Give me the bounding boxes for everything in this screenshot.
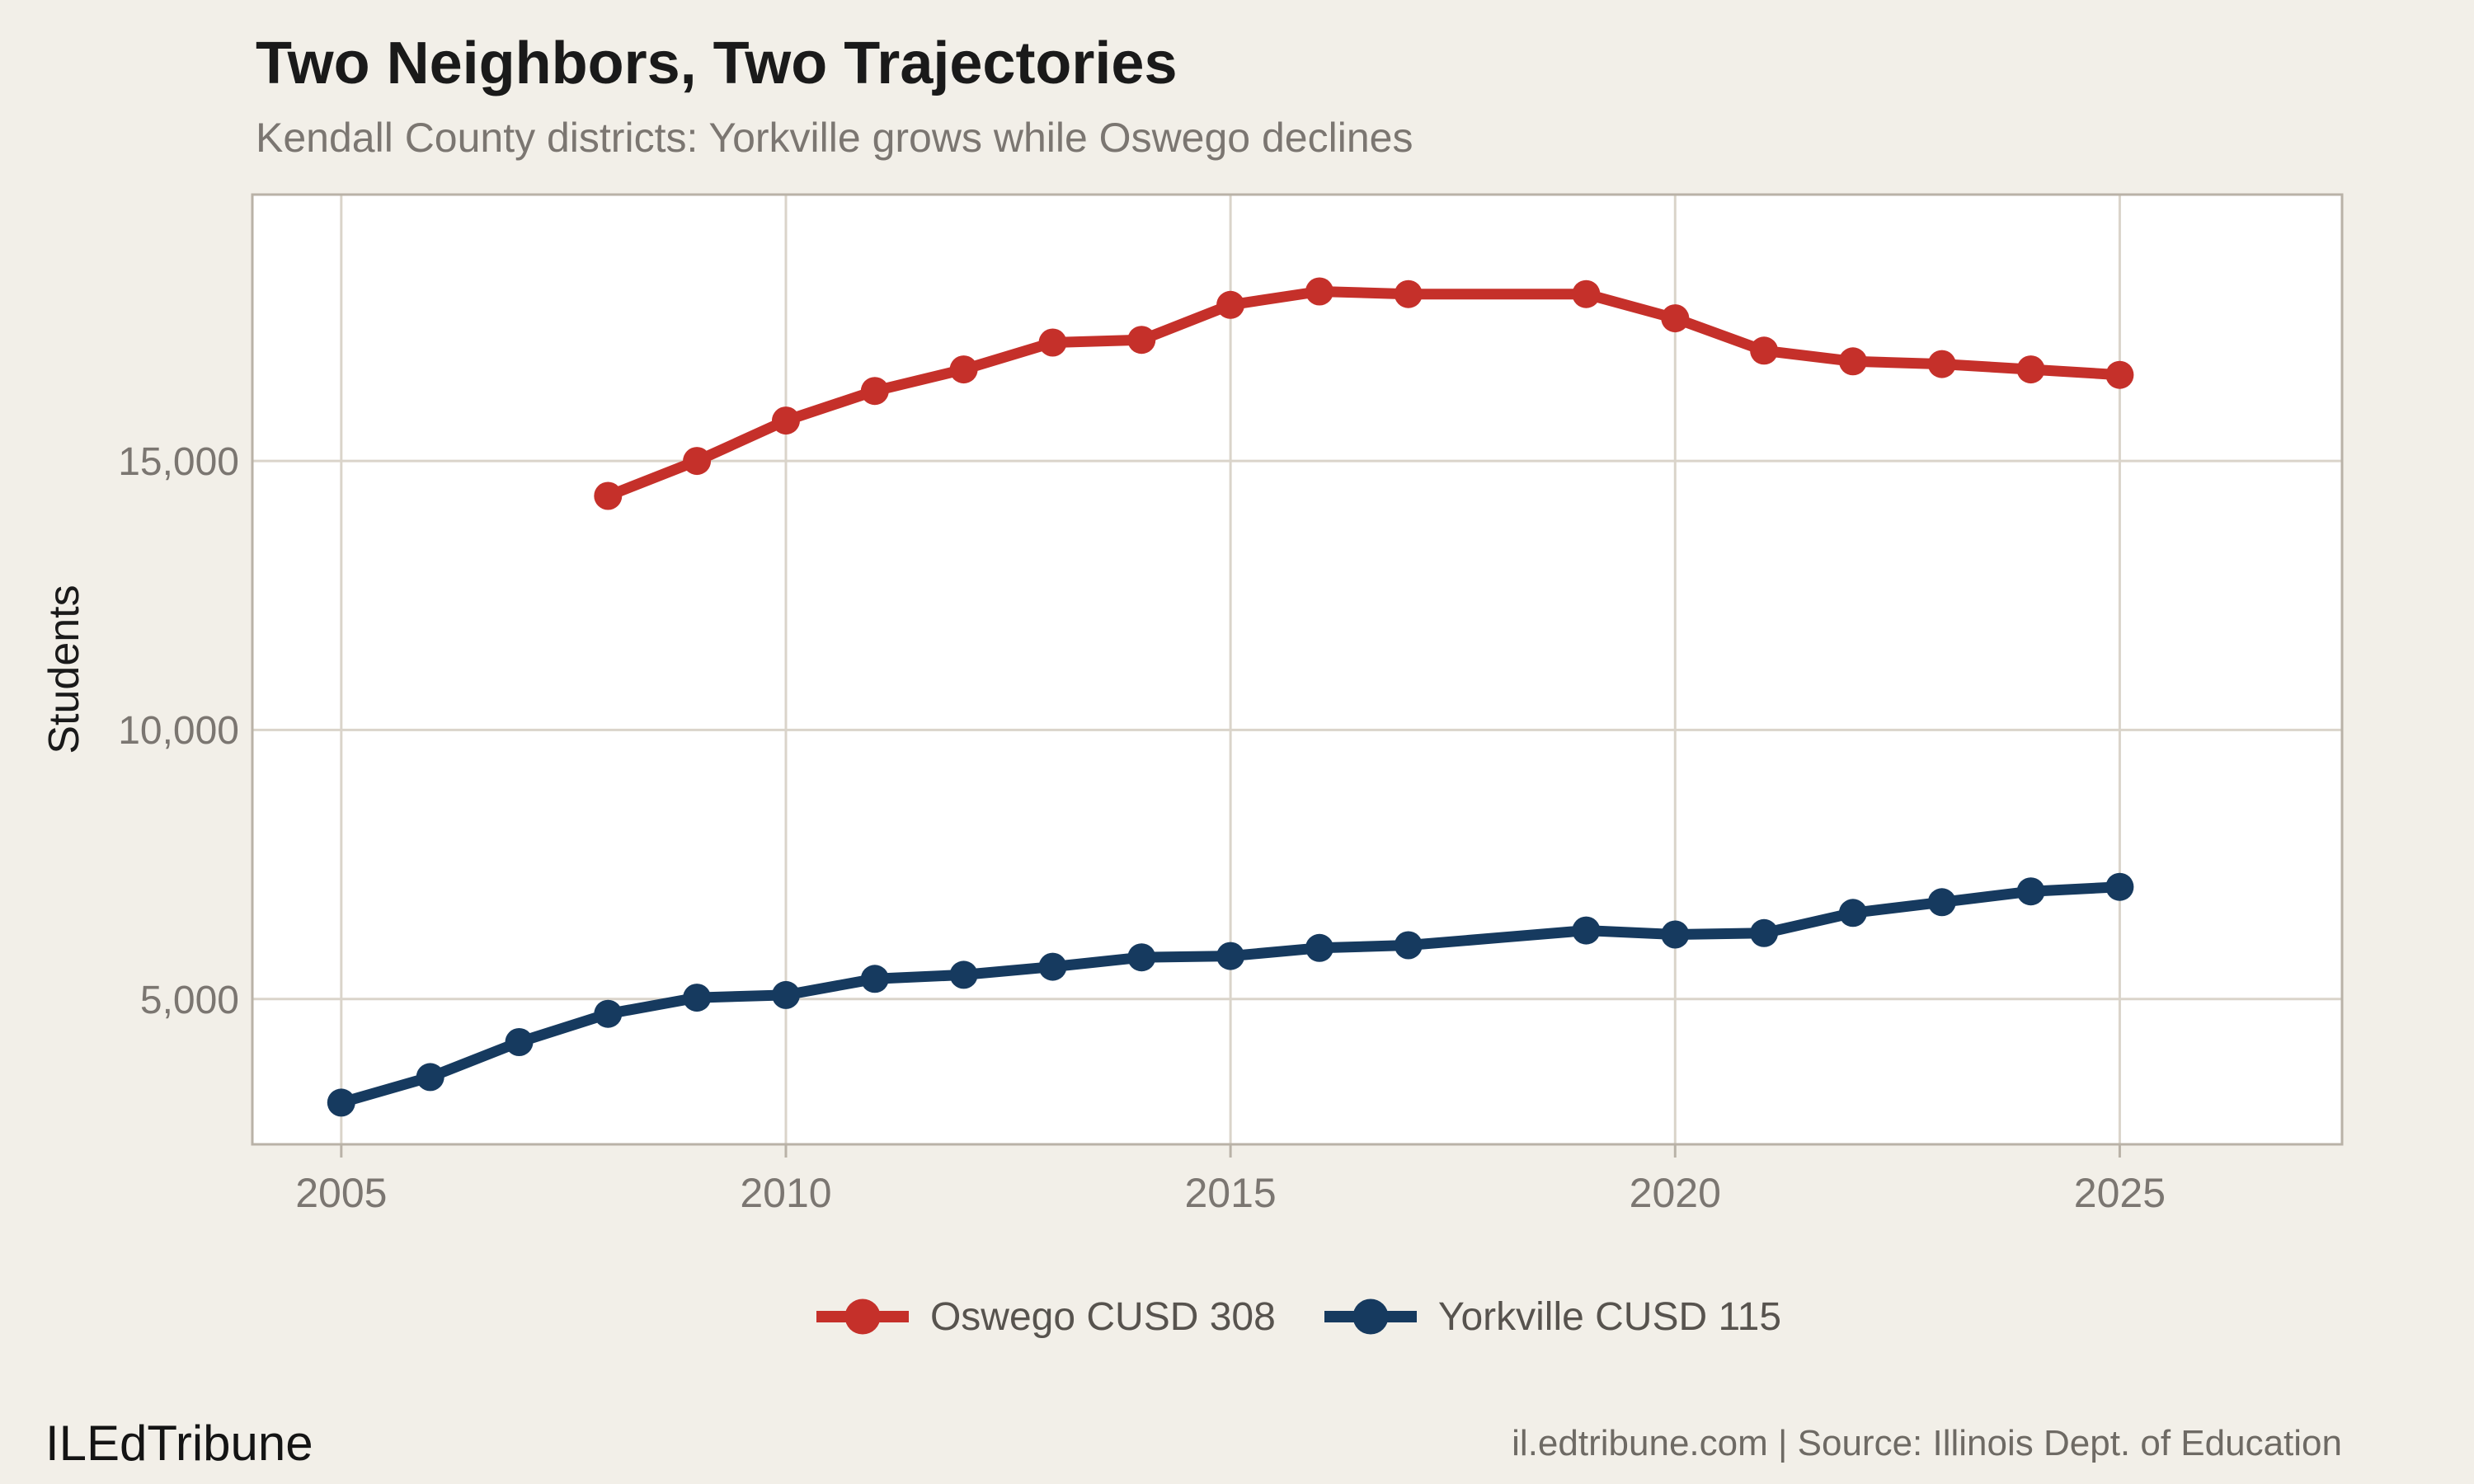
chart-title: Two Neighbors, Two Trajectories: [256, 31, 1178, 96]
legend-label: Yorkville CUSD 115: [1437, 1294, 1782, 1339]
data-point-marker: [1572, 279, 1601, 308]
data-point-marker: [1038, 328, 1067, 357]
x-tick-label: 2015: [1184, 1170, 1277, 1216]
data-point-marker: [327, 1088, 355, 1117]
data-point-marker: [1661, 304, 1690, 333]
data-point-marker: [683, 984, 712, 1012]
data-point-marker: [2105, 360, 2134, 389]
line-chart: [251, 193, 2344, 1158]
legend-item-oswego: Oswego CUSD 308: [813, 1288, 1276, 1345]
panel-background: [252, 195, 2342, 1144]
data-point-marker: [1394, 279, 1423, 308]
data-point-marker: [2016, 877, 2045, 906]
data-point-marker: [1661, 920, 1690, 949]
legend-label: Oswego CUSD 308: [929, 1294, 1276, 1339]
data-point-marker: [1305, 277, 1333, 306]
data-point-marker: [1927, 350, 1956, 378]
data-point-marker: [860, 377, 889, 406]
data-point-marker: [2016, 355, 2045, 384]
data-point-marker: [1838, 899, 1867, 928]
data-point-marker: [1127, 943, 1156, 972]
series-line: [336, 881, 2125, 1108]
data-point-marker: [860, 965, 889, 993]
data-point-marker: [1216, 290, 1245, 319]
data-point-marker: [683, 447, 712, 476]
y-tick-label: 15,000: [118, 440, 239, 485]
data-point-marker: [1927, 888, 1956, 917]
data-point-marker: [1838, 347, 1867, 376]
data-point-marker: [1394, 931, 1423, 960]
data-point-marker: [505, 1028, 534, 1056]
footer-attribution: il.edtribune.com | Source: Illinois Dept…: [1512, 1423, 2342, 1463]
y-tick-label: 10,000: [118, 709, 239, 754]
data-point-marker: [1305, 933, 1333, 962]
x-tick-label: 2020: [1629, 1170, 1721, 1216]
legend-key-icon: [1324, 1298, 1417, 1335]
footer-brand: ILEdTribune: [45, 1416, 313, 1471]
data-point-marker: [949, 960, 978, 989]
plot-panel: [251, 193, 2344, 1158]
data-point-marker: [772, 980, 800, 1009]
data-point-marker: [1572, 916, 1601, 945]
data-point-marker: [1127, 326, 1156, 355]
data-point-marker: [949, 355, 978, 384]
chart-subtitle: Kendall County districts: Yorkville grow…: [256, 115, 1413, 161]
data-point-marker: [594, 481, 623, 510]
x-tick-label: 2025: [2073, 1170, 2166, 1216]
x-tick-label: 2010: [740, 1170, 832, 1216]
data-point-marker: [1750, 336, 1779, 365]
y-axis-label: Students: [40, 585, 88, 754]
x-tick-label: 2005: [295, 1170, 388, 1216]
data-point-marker: [2105, 872, 2134, 901]
y-tick-label: 5,000: [139, 978, 239, 1022]
legend-item-yorkville: Yorkville CUSD 115: [1321, 1288, 1781, 1345]
data-point-marker: [594, 999, 623, 1028]
data-point-marker: [1038, 952, 1067, 981]
data-point-marker: [772, 406, 800, 435]
legend-key-icon: [816, 1298, 909, 1335]
legend: Oswego CUSD 308 Yorkville CUSD 115: [252, 1288, 2342, 1345]
data-point-marker: [1216, 942, 1245, 970]
data-point-marker: [416, 1063, 444, 1092]
data-point-marker: [1750, 918, 1779, 947]
panel-border: [251, 193, 2344, 1146]
